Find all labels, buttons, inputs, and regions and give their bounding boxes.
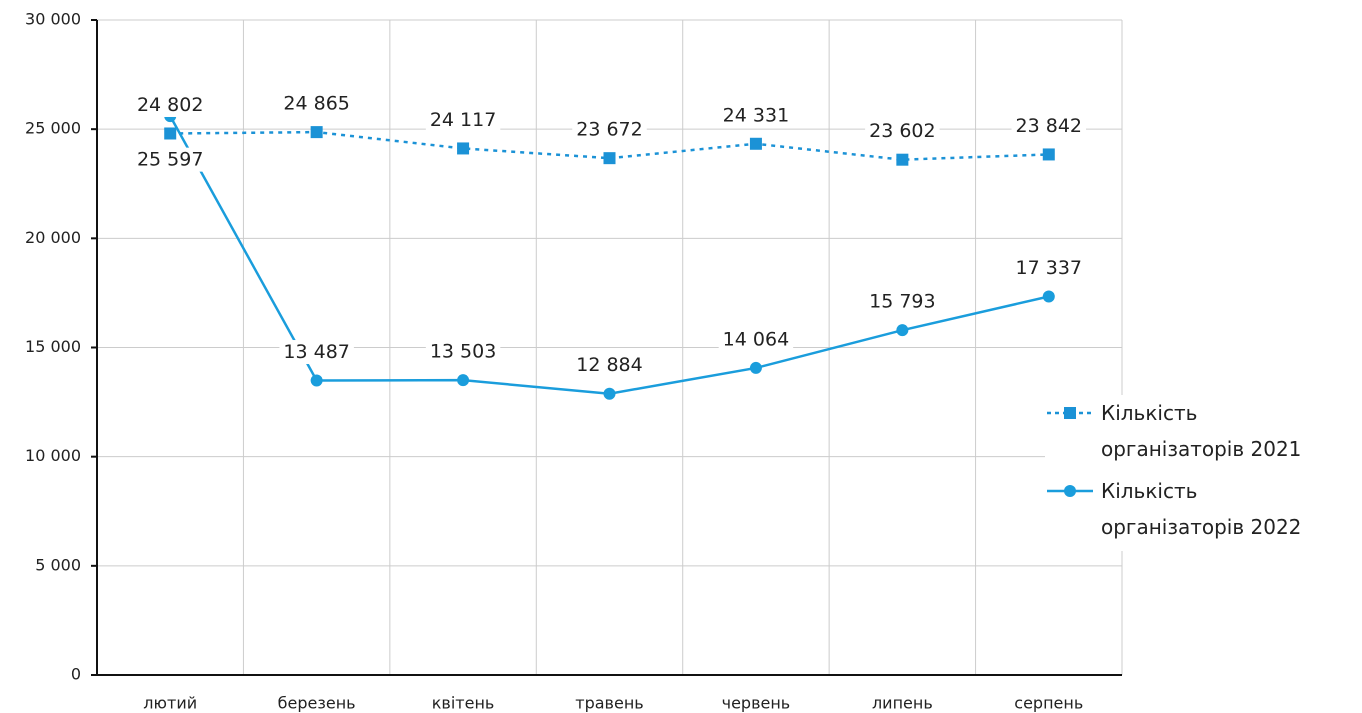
x-tick-label: серпень [1014,694,1083,713]
x-tick-label: липень [872,694,933,713]
marker [457,142,470,155]
value-label-group: 14 064 [718,327,794,352]
value-label-group: 23 842 [1011,113,1087,138]
legend-label: Кількість організаторів 2022 [1101,479,1302,539]
value-label: 24 802 [137,94,203,116]
value-label: 24 117 [430,109,496,131]
marker [310,126,323,139]
value-label: 12 884 [576,354,642,376]
value-label-bg [425,107,501,132]
value-label-group: 24 331 [718,103,794,128]
marker [457,374,470,387]
y-tick-label: 0 [71,665,81,684]
x-tick-label: квітень [432,694,495,713]
value-label-bg [425,339,501,364]
value-label-group: 24 117 [425,107,501,132]
value-label: 23 602 [869,120,935,142]
value-label-bg [572,353,647,378]
value-label-bg [279,340,354,365]
value-label-bg [132,147,208,172]
marker [896,153,909,166]
marker [749,137,762,150]
y-tick-label: 15 000 [25,337,81,356]
legend: Кількість організаторів 2021 Кількість ор… [1045,395,1355,551]
value-label-group: 13 487 [279,340,354,365]
marker [164,127,177,140]
legend-marker [1064,485,1076,497]
value-label-bg [718,103,794,128]
legend-item: Кількість організаторів 2022 [1045,473,1355,545]
marker [896,324,909,337]
legend-swatch [1047,485,1093,497]
value-label: 14 064 [723,328,789,350]
x-tick-label: травень [575,694,643,713]
legend-label: Кількість організаторів 2021 [1101,401,1302,461]
marker [1042,290,1055,303]
value-label-group: 23 602 [865,119,940,144]
value-label: 15 793 [869,291,935,313]
value-label: 23 672 [576,119,642,141]
y-tick-label: 20 000 [25,228,81,247]
value-label-bg [1011,255,1087,280]
marker [310,374,323,387]
value-label: 17 337 [1016,257,1082,279]
y-tick-label: 5 000 [35,555,81,574]
value-label-group: 15 793 [865,289,940,314]
marker [603,152,616,165]
value-label: 25 597 [137,149,203,171]
value-label-bg [1011,113,1087,138]
value-label-group: 24 802 [132,92,208,117]
value-label-group: 12 884 [572,353,647,378]
y-tick-label: 30 000 [25,10,81,29]
marker [749,361,762,374]
value-label-bg [132,92,208,117]
y-tick-label: 10 000 [25,446,81,465]
value-label-group: 23 672 [572,117,647,142]
value-label: 24 331 [723,104,789,126]
value-label-bg [865,289,940,314]
x-tick-label: лютий [143,694,197,713]
value-label-group: 13 503 [425,339,501,364]
value-label-group: 24 865 [279,91,354,116]
marker [603,387,616,400]
y-tick-label: 25 000 [25,119,81,138]
legend-swatch [1047,407,1093,419]
x-tick-label: червень [722,694,791,713]
value-label: 13 503 [430,341,496,363]
value-label: 23 842 [1016,115,1082,137]
value-label-group: 25 597 [132,147,208,172]
value-label-group: 17 337 [1011,255,1087,280]
value-label-bg [718,327,794,352]
value-label: 13 487 [283,341,349,363]
value-label-bg [865,119,940,144]
value-label-bg [279,91,354,116]
x-tick-label: березень [278,694,356,713]
value-label: 24 865 [283,93,349,115]
legend-marker [1064,407,1076,419]
legend-item: Кількість організаторів 2021 [1045,395,1355,467]
value-label-bg [572,117,647,142]
marker [1042,148,1055,161]
